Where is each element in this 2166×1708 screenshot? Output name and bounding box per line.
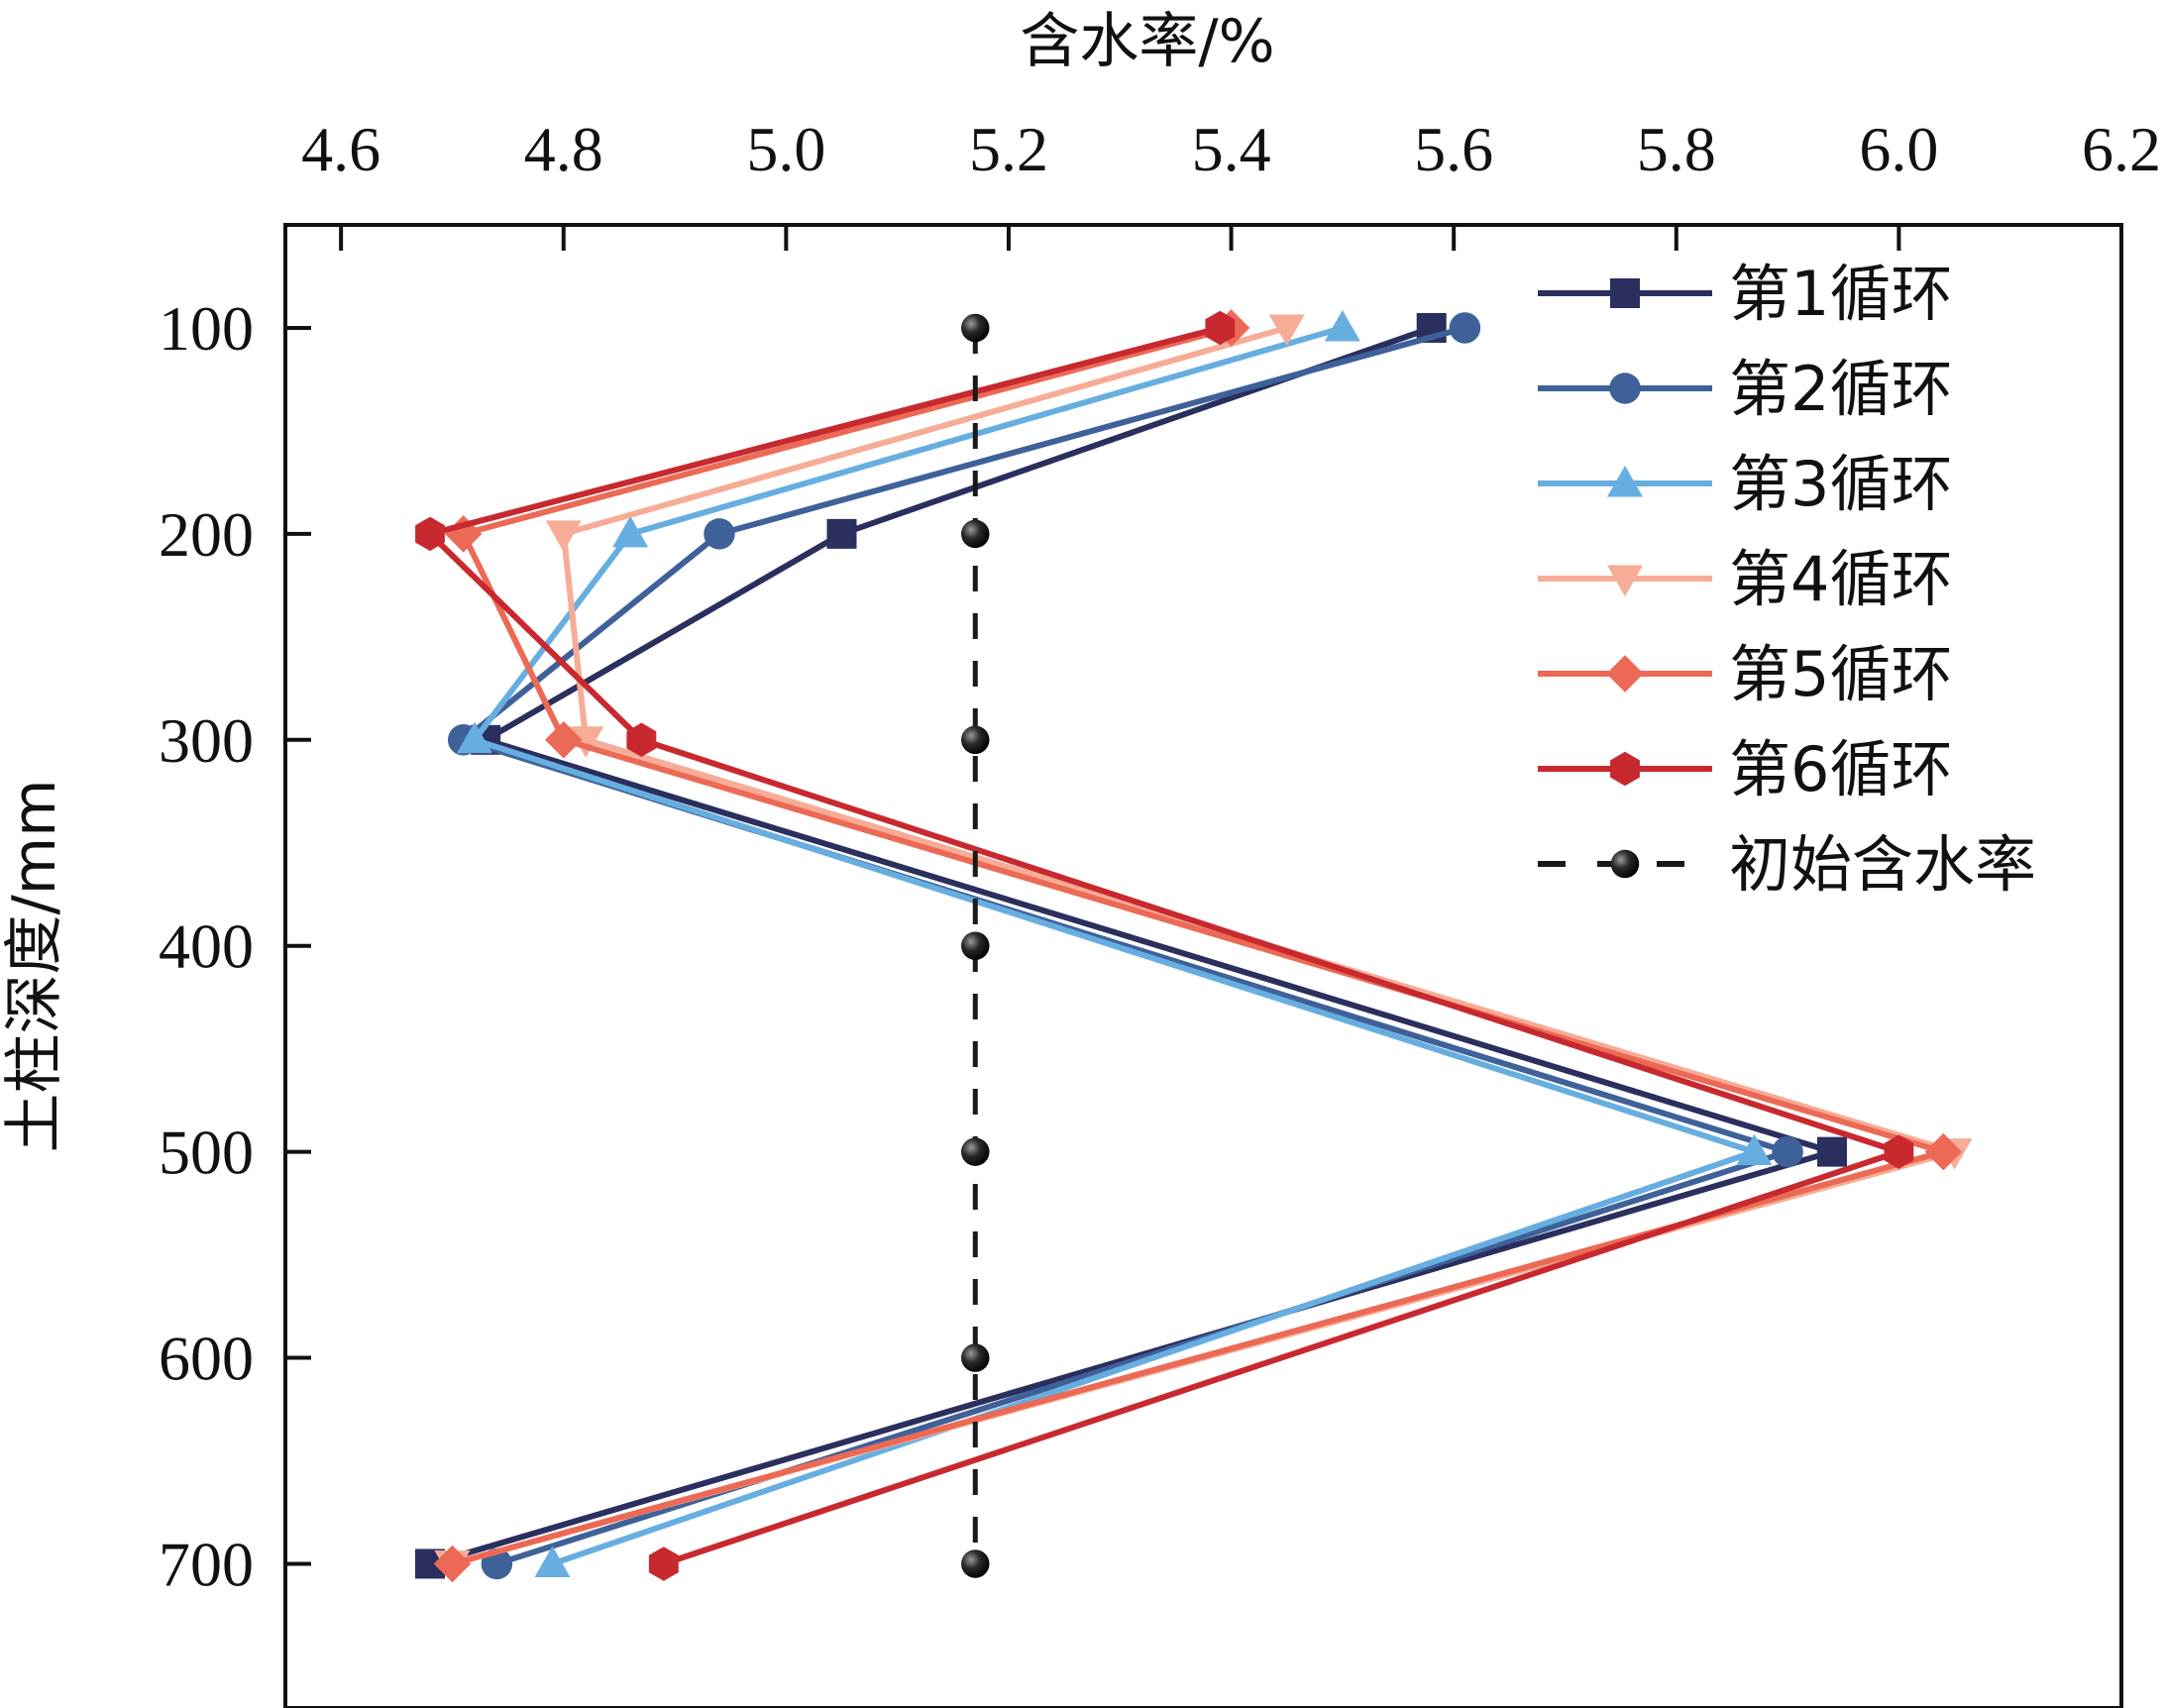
data-point	[961, 1137, 990, 1166]
series-2	[447, 312, 1803, 1580]
data-point	[545, 721, 583, 759]
legend-marker	[1610, 751, 1640, 787]
data-point	[648, 1547, 679, 1581]
series-7	[961, 313, 990, 1578]
legend-marker	[1610, 278, 1640, 308]
legend-marker	[1606, 655, 1644, 693]
y-tick-label: 400	[159, 911, 254, 982]
series-5	[433, 309, 1963, 1583]
legend-label: 第6循环	[1729, 733, 1952, 805]
data-point	[1324, 309, 1360, 342]
y-tick-label: 200	[159, 499, 254, 570]
legend-label: 第2循环	[1729, 353, 1952, 425]
plot-frame	[283, 223, 2123, 1708]
data-point	[704, 518, 735, 550]
series-layer	[414, 309, 1973, 1583]
data-point	[534, 1546, 571, 1577]
legend-item: 第3循环	[1538, 448, 1952, 520]
data-point	[568, 726, 604, 758]
data-point	[1924, 1132, 1963, 1171]
x-tick-label: 5.0	[746, 114, 825, 184]
legend-label: 第1循环	[1729, 258, 1952, 330]
data-point	[433, 1545, 472, 1583]
x-tick-label: 6.0	[1859, 114, 1938, 184]
y-tick-label: 700	[159, 1529, 254, 1599]
x-tick-label: 5.2	[969, 114, 1048, 184]
data-point	[545, 520, 582, 552]
legend-marker	[1609, 373, 1641, 404]
data-point	[1884, 1134, 1914, 1169]
series-line	[451, 325, 1947, 1567]
data-point	[612, 515, 649, 548]
legend-label: 第3循环	[1729, 448, 1952, 520]
x-tick-label: 6.2	[2082, 114, 2161, 184]
data-point	[1736, 1133, 1773, 1166]
data-point	[961, 725, 990, 755]
legend-item: 第1循环	[1538, 258, 1952, 330]
legend-item: 第5循环	[1538, 638, 1952, 710]
legend-label: 第4循环	[1729, 543, 1952, 615]
data-point	[1268, 314, 1305, 346]
data-point	[456, 721, 492, 754]
x-tick-label: 4.6	[301, 114, 380, 184]
legend-label: 初始含水率	[1729, 828, 2036, 901]
data-point	[961, 519, 990, 549]
data-point	[826, 518, 857, 549]
data-point	[1817, 1136, 1848, 1167]
data-point	[961, 1549, 990, 1578]
data-point	[626, 722, 657, 757]
y-tick-label: 100	[159, 293, 254, 364]
y-tick-label: 300	[159, 705, 254, 776]
data-point	[961, 931, 990, 960]
x-tick-label: 5.6	[1414, 114, 1493, 184]
data-point	[415, 516, 445, 552]
x-axis-title: 含水率/%	[1020, 7, 1274, 76]
data-point	[1205, 310, 1236, 346]
data-point	[1772, 1135, 1803, 1168]
legend-item: 第4循环	[1538, 543, 1952, 615]
y-axis-ticks: 100 200 300 400 500 600 700	[159, 293, 311, 1599]
x-tick-label: 5.8	[1637, 114, 1716, 184]
x-tick-label: 4.8	[524, 114, 603, 184]
y-tick-label: 600	[159, 1324, 254, 1394]
y-tick-label: 500	[159, 1118, 254, 1188]
data-point	[1449, 312, 1481, 344]
legend-label: 第5循环	[1729, 638, 1952, 710]
y-axis-title: 土柱深度/mm	[0, 779, 69, 1152]
legend-item: 初始含水率	[1538, 828, 2036, 901]
legend-marker	[1610, 849, 1640, 879]
x-tick-label: 5.4	[1192, 114, 1271, 184]
series-3	[456, 309, 1773, 1577]
x-axis-ticks: 4.6 4.8 5.0 5.2 5.4 5.6 5.8 6.0 6.2	[301, 114, 2161, 251]
legend-marker	[1607, 565, 1643, 596]
legend-marker	[1607, 466, 1643, 497]
legend-item: 第2循环	[1538, 353, 1952, 425]
series-6	[415, 310, 1914, 1581]
data-point	[961, 313, 990, 343]
data-point	[961, 1343, 990, 1372]
legend-item: 第6循环	[1538, 733, 1952, 805]
